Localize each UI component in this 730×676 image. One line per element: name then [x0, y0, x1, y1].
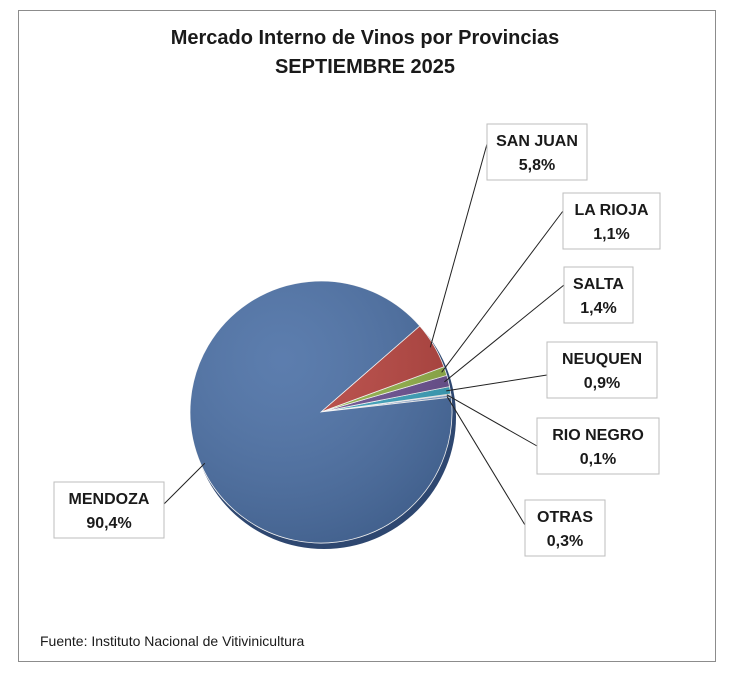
label-box-la-rioja [562, 192, 661, 250]
leader-line-neuquen [446, 374, 548, 392]
slice-labels: OTRAS 0,3% RIO NEGRO 0,1% NEUQUEN 0,9% SALTA 1,… [53, 123, 661, 557]
pie-slices [189, 280, 456, 549]
slice-label-value: 0,9% [584, 375, 620, 392]
leader-line-rio-negro [446, 394, 538, 447]
source-note: Fuente: Instituto Nacional de Vitivinicu… [40, 633, 305, 649]
pie-slice-mendoza [189, 280, 453, 544]
slice-label-value: 0,3% [547, 533, 583, 550]
slice-label-value: 0,1% [580, 451, 616, 468]
slice-label-name: SALTA [573, 276, 624, 293]
slice-label-name: MENDOZA [69, 491, 150, 508]
leader-lines [163, 143, 565, 526]
slice-label-name: SAN JUAN [496, 133, 578, 150]
slice-label-value: 5,8% [519, 157, 555, 174]
label-box-rio-negro [536, 417, 660, 475]
chart-title-line: Mercado Interno de Vinos por Provincias [170, 27, 560, 49]
leader-line-mendoza [163, 462, 206, 505]
label-box-neuquen [546, 341, 658, 399]
slice-label-name: OTRAS [537, 509, 593, 526]
leader-line-otras [446, 396, 526, 526]
label-box-otras [524, 499, 606, 557]
slice-label-name: NEUQUEN [562, 351, 642, 368]
slice-label-value: 1,4% [580, 300, 616, 317]
slice-label-value: 90,4% [86, 515, 131, 532]
leader-line-san-juan [429, 143, 488, 348]
leader-line-la-rioja [441, 210, 564, 373]
slice-label-name: LA RIOJA [574, 202, 649, 219]
label-box-salta [563, 266, 634, 324]
slice-label-name: RIO NEGRO [552, 427, 644, 444]
slice-label-value: 1,1% [593, 226, 629, 243]
chart-subtitle-line: SEPTIEMBRE 2025 [274, 56, 456, 78]
label-box-san-juan [486, 123, 588, 181]
chart-title: Mercado Interno de Vinos por Provincias … [0, 24, 730, 82]
label-box-mendoza [53, 481, 165, 539]
leader-line-salta [444, 284, 565, 383]
